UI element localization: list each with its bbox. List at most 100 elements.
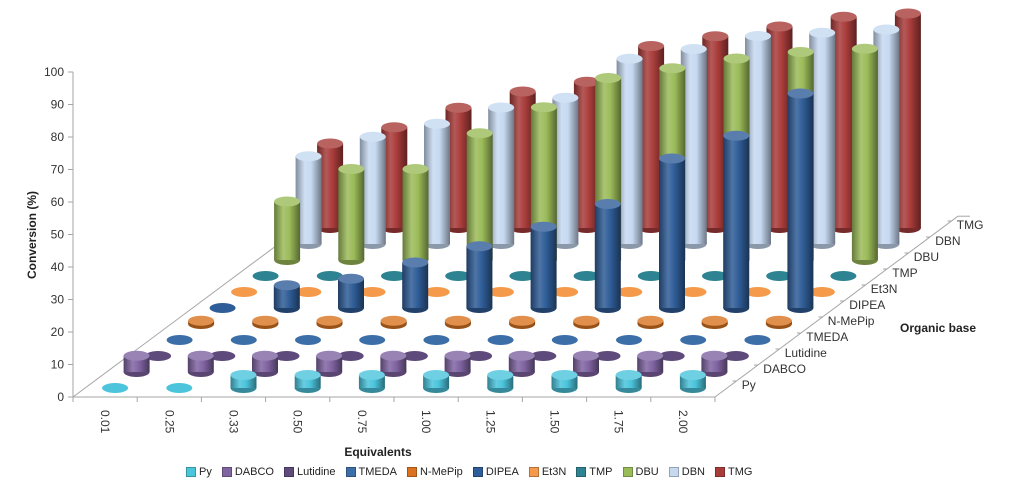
bar-disk [423, 335, 450, 345]
bar [273, 280, 300, 313]
z-tick-label: DBU [914, 250, 939, 264]
bar-top [509, 315, 536, 326]
bar-top [595, 73, 622, 83]
bar [381, 271, 407, 281]
bar [573, 271, 600, 281]
bar [702, 271, 728, 281]
bar [659, 153, 685, 313]
bar-disk [230, 335, 257, 345]
legend-swatch [345, 467, 356, 477]
bar [402, 257, 429, 313]
bar-top [487, 370, 514, 380]
bar [616, 287, 643, 297]
bar-top [787, 47, 814, 57]
bar-top [809, 27, 836, 38]
bar-top [765, 315, 792, 326]
bar [573, 350, 599, 377]
series-lutidine [145, 351, 749, 361]
bar-top [380, 315, 407, 326]
bar-disk [381, 271, 407, 281]
bar-top [594, 199, 621, 209]
bar-top [637, 350, 664, 361]
bar-body [787, 93, 814, 308]
bar-disk [744, 335, 771, 345]
bar-top [444, 350, 471, 361]
legend-item: DBN [668, 466, 705, 478]
bar [273, 351, 300, 361]
bar-top [488, 102, 515, 113]
bar [552, 287, 579, 297]
bar-disk [445, 271, 472, 281]
bar-disk [594, 351, 621, 361]
bar-disk [552, 287, 579, 297]
x-axis-title: Equivalents [344, 445, 412, 459]
x-tick-label: 1.00 [419, 410, 433, 434]
bar-top [615, 370, 642, 380]
bar-disk [209, 303, 236, 313]
bar-top [766, 21, 793, 32]
legend-swatch [221, 467, 232, 477]
bar-top [787, 88, 814, 99]
bar-disk [722, 351, 749, 361]
x-tick-label: 0.50 [291, 410, 305, 434]
legend-swatch [668, 467, 679, 477]
bar [509, 271, 536, 281]
bar [145, 351, 172, 361]
legend-item: DIPEA [472, 466, 519, 478]
bar-top [637, 315, 664, 326]
bar-top [616, 53, 643, 64]
bar-top [830, 11, 857, 22]
bar-top [552, 92, 579, 103]
bar-disk [637, 271, 664, 281]
bar-top [659, 153, 685, 164]
bar-disk [487, 335, 514, 345]
legend-label: Lutidine [296, 466, 336, 478]
bar-top [273, 280, 300, 291]
bar-top [445, 102, 472, 113]
bar [744, 287, 771, 297]
y-tick-label: 40 [51, 260, 65, 274]
bar [231, 287, 258, 297]
bar-disk [766, 271, 793, 281]
bar-disk [573, 271, 600, 281]
bar [508, 350, 535, 377]
bar-top [294, 370, 321, 380]
bar-body [273, 285, 300, 308]
bar-disk [702, 271, 728, 281]
bar-top [659, 63, 686, 74]
z-axis-line [714, 215, 959, 398]
legend-item: Et3N [528, 466, 566, 478]
bar-top [723, 53, 750, 64]
y-tick-label: 10 [51, 358, 65, 372]
bar-disk [616, 287, 643, 297]
series-et3n [231, 287, 835, 297]
bar-top [358, 370, 385, 380]
bar [466, 351, 493, 361]
bar-disk [166, 335, 193, 345]
legend: Py DABCO Lutidine TMEDA N-MePip DIPEA Et3N TMP D… [186, 466, 752, 478]
legend-swatch [472, 467, 483, 477]
bar-body [659, 158, 685, 308]
bar [230, 335, 257, 345]
bar [188, 315, 215, 329]
bar-top [252, 315, 279, 326]
y-tick-label: 90 [51, 98, 65, 112]
bar-body [466, 133, 493, 260]
bar-top [679, 370, 706, 380]
bar-top [851, 43, 878, 54]
legend-label: N-MePip [420, 466, 463, 478]
bar-top [573, 350, 599, 361]
bar [487, 287, 514, 297]
legend-label: TMP [589, 466, 613, 478]
bar-disk [466, 351, 493, 361]
x-tick-label: 2.00 [676, 410, 690, 434]
bar [252, 271, 279, 281]
bar-disk [423, 287, 450, 297]
bar [679, 370, 706, 393]
series-dipea [209, 88, 814, 313]
bar [380, 315, 407, 329]
series-n-mepip [188, 315, 792, 329]
bar-body [402, 262, 429, 308]
legend-swatch [622, 467, 633, 477]
